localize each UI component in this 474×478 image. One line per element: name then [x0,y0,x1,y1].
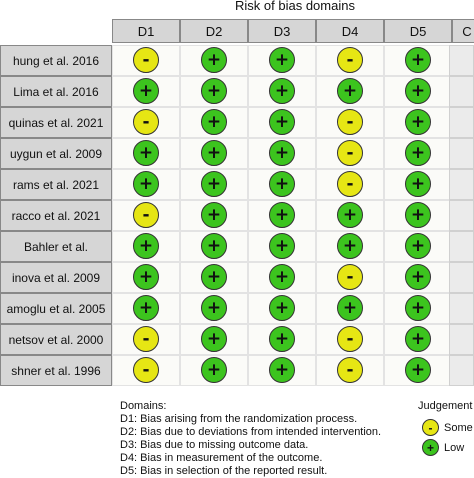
low-risk-mark: + [201,326,227,352]
overall-cell [449,138,474,169]
low-risk-mark: + [133,78,159,104]
low-risk-mark: + [405,264,431,290]
study-label: inova et al. 2009 [0,262,112,293]
legend-item-some: - Some [422,419,473,436]
low-risk-mark: + [269,78,295,104]
domain-note-d2: D2: Bias due to deviations from intended… [120,426,382,438]
some-concerns-mark: - [133,326,159,352]
low-risk-mark: + [269,357,295,383]
some-concerns-mark: - [133,357,159,383]
low-risk-mark: + [405,140,431,166]
low-risk-mark: + [405,202,431,228]
study-label: rams et al. 2021 [0,169,112,200]
low-risk-mark: + [269,47,295,73]
overall-cell [449,107,474,138]
low-risk-mark: + [337,295,363,321]
domain-note-d5: D5: Bias in selection of the reported re… [120,465,328,477]
low-risk-mark: + [201,233,227,259]
low-risk-mark: + [405,78,431,104]
low-risk-mark: + [337,202,363,228]
domain-notes-title: Domains: [120,400,167,412]
legend-label-some: Some [444,421,473,434]
study-label: Bahler et al. [0,231,112,262]
low-risk-mark: + [269,171,295,197]
column-header-d5: D5 [384,19,452,43]
some-concerns-mark: - [133,109,159,135]
low-risk-mark: + [337,78,363,104]
low-risk-mark: + [405,326,431,352]
some-concerns-mark: - [337,171,363,197]
low-risk-mark: + [269,109,295,135]
study-label: shner et al. 1996 [0,355,112,386]
some-concerns-mark: - [133,47,159,73]
some-concerns-mark: - [133,202,159,228]
low-risk-mark: + [133,264,159,290]
low-risk-mark: + [201,78,227,104]
study-label: quinas et al. 2021 [0,107,112,138]
domain-note-d4: D4: Bias in measurement of the outcome. [120,452,323,464]
some-concerns-mark: - [337,109,363,135]
column-header-d4: D4 [316,19,384,43]
low-risk-mark: + [201,264,227,290]
study-label: amoglu et al. 2005 [0,293,112,324]
some-concerns-mark: - [337,357,363,383]
study-label: racco et al. 2021 [0,200,112,231]
low-risk-mark: + [201,171,227,197]
low-risk-mark: + [269,202,295,228]
overall-cell [449,262,474,293]
low-risk-mark: + [133,295,159,321]
some-concerns-mark: - [337,326,363,352]
low-risk-mark: + [337,233,363,259]
overall-cell [449,45,474,76]
domain-notes: Domains: D1: Bias arising from the rando… [120,400,381,478]
low-risk-mark: + [269,233,295,259]
low-risk-mark: + [405,295,431,321]
overall-cell [449,324,474,355]
low-risk-mark: + [201,295,227,321]
low-risk-mark: + [133,140,159,166]
study-label: hung et al. 2016 [0,45,112,76]
legend-symbol-some: - [422,419,439,436]
overall-cell [449,293,474,324]
overall-cell [449,200,474,231]
low-risk-mark: + [201,202,227,228]
low-risk-mark: + [405,109,431,135]
legend-item-low: + Low [422,439,464,456]
low-risk-mark: + [405,233,431,259]
low-risk-mark: + [269,326,295,352]
chart-title: Risk of bias domains [235,0,355,13]
low-risk-mark: + [405,357,431,383]
low-risk-mark: + [269,140,295,166]
overall-cell [449,76,474,107]
domain-note-d3: D3: Bias due to missing outcome data. [120,439,309,451]
column-header-d3: D3 [248,19,316,43]
low-risk-mark: + [405,171,431,197]
low-risk-mark: + [201,140,227,166]
low-risk-mark: + [133,233,159,259]
legend-label-low: Low [444,441,465,454]
low-risk-mark: + [405,47,431,73]
study-label: Lima et al. 2016 [0,76,112,107]
some-concerns-mark: - [337,47,363,73]
study-label: uygun et al. 2009 [0,138,112,169]
study-label: netsov et al. 2000 [0,324,112,355]
column-header-d1: D1 [112,19,180,43]
column-header-d2: D2 [180,19,248,43]
overall-cell [449,231,474,262]
overall-cell [449,169,474,200]
low-risk-mark: + [201,109,227,135]
legend-symbol-low: + [422,439,439,456]
low-risk-mark: + [201,47,227,73]
low-risk-mark: + [201,357,227,383]
low-risk-mark: + [269,295,295,321]
domain-note-d1: D1: Bias arising from the randomization … [120,413,358,425]
low-risk-mark: + [269,264,295,290]
overall-cell [449,355,474,386]
some-concerns-mark: - [337,140,363,166]
column-header-c: C [452,19,474,43]
low-risk-mark: + [133,171,159,197]
legend-title: Judgement [418,400,473,412]
some-concerns-mark: - [337,264,363,290]
